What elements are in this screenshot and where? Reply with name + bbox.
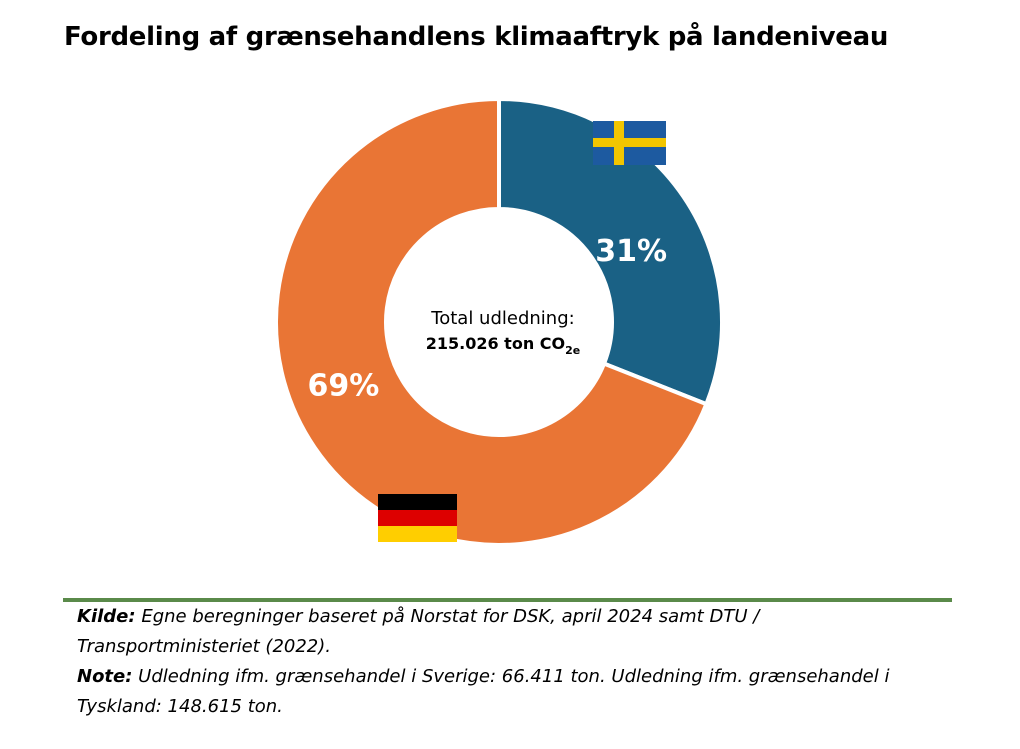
- note-label: Note:: [77, 666, 133, 687]
- sweden-flag-icon: [593, 121, 666, 165]
- germany-flag-icon: [378, 494, 457, 542]
- center-total-label: Total udledning:: [430, 308, 574, 329]
- footer-divider: [63, 598, 952, 602]
- footer: Kilde: Egne beregninger baseret på Norst…: [77, 602, 937, 722]
- label-germany: 69%: [308, 368, 380, 403]
- source-label: Kilde:: [77, 606, 136, 627]
- slice-labels: 31% 69%: [308, 234, 668, 403]
- label-sweden: 31%: [595, 234, 667, 269]
- source-note: Kilde: Egne beregninger baseret på Norst…: [77, 602, 937, 662]
- center-total-value-main: 215.026 ton CO: [426, 334, 565, 353]
- slice-germany: [274, 96, 709, 547]
- donut-chart: 31% 69% Total udledning: 215.026 ton CO2e: [274, 96, 722, 547]
- note-text: Udledning ifm. grænsehandel i Sverige: 6…: [77, 666, 890, 717]
- center-total-value: 215.026 ton CO2e: [426, 334, 581, 357]
- chart-title: Fordeling af grænsehandlens klimaaftryk …: [64, 22, 889, 52]
- source-text: Egne beregninger baseret på Norstat for …: [77, 606, 760, 657]
- center-total-value-subscript: 2e: [565, 344, 580, 357]
- note: Note: Udledning ifm. grænsehandel i Sver…: [77, 662, 937, 722]
